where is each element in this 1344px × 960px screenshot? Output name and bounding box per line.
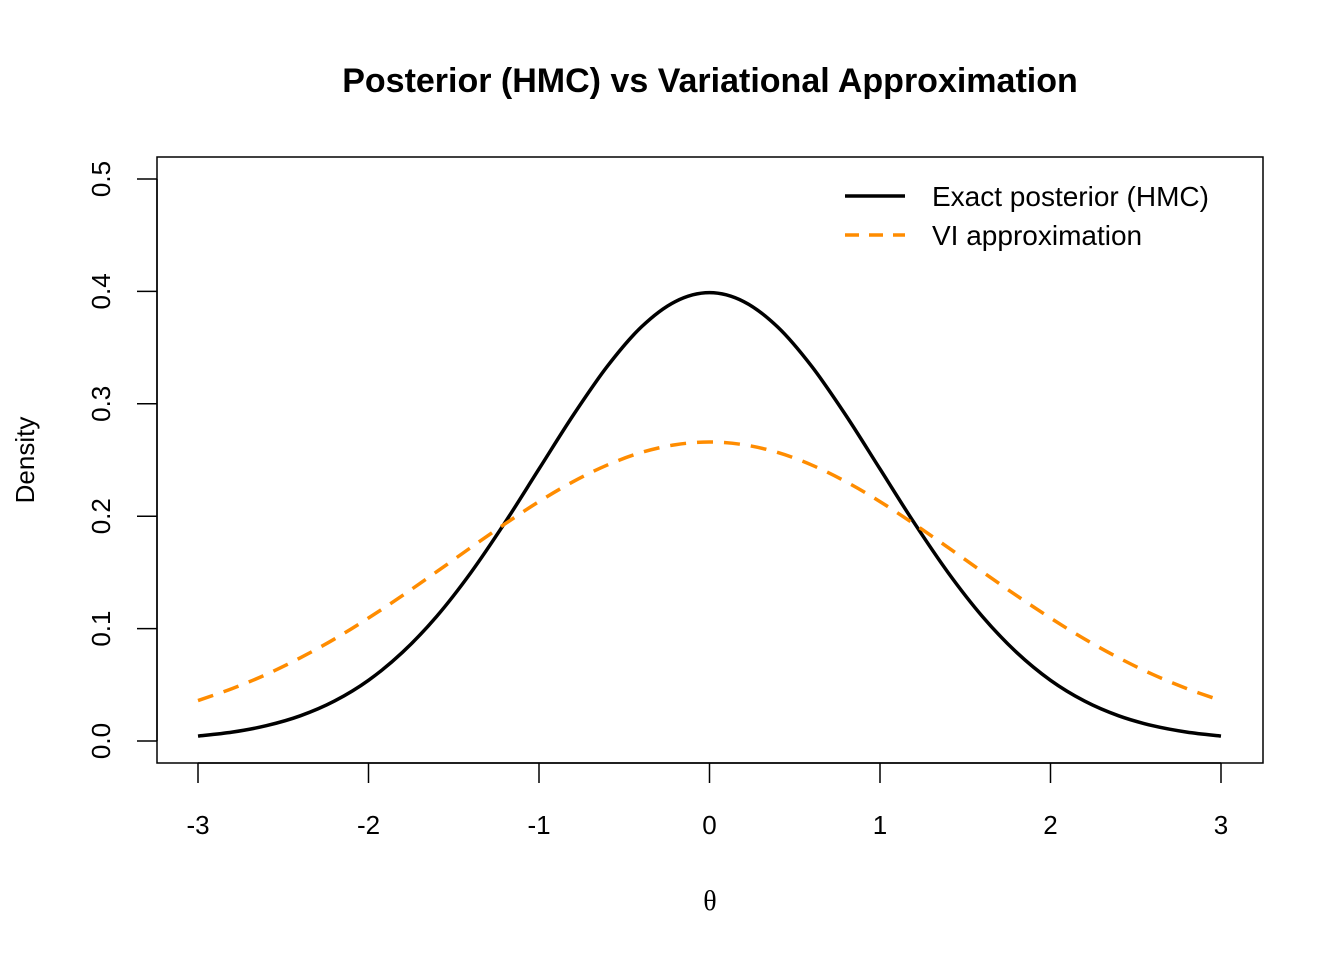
x-tick-label: -3 [186,810,209,840]
x-axis-label: θ [703,886,716,917]
y-tick-label: 0.5 [86,161,116,197]
y-axis-label: Density [10,417,40,504]
series-line-hmc [197,290,1222,738]
y-tick-label: 0.1 [86,611,116,647]
y-tick-label: 0.4 [86,273,116,309]
x-tick-label: 1 [873,810,887,840]
y-axis: 0.0 0.1 0.2 0.3 0.4 0.5 [86,161,158,759]
legend-label-hmc: Exact posterior (HMC) [932,181,1209,212]
y-tick-label: 0.2 [86,498,116,534]
x-tick-label: 3 [1214,810,1228,840]
y-tick-label: 0.0 [86,723,116,759]
chart-title: Posterior (HMC) vs Variational Approxima… [342,62,1078,100]
x-tick-label: -2 [357,810,380,840]
x-axis: -3 -2 -1 0 1 2 3 [186,762,1228,840]
series-line-vi [197,440,1222,703]
x-tick-label: 0 [702,810,716,840]
y-tick-label: 0.3 [86,386,116,422]
legend-label-vi: VI approximation [932,220,1142,251]
x-tick-label: -1 [527,810,550,840]
series-lines [197,290,1222,738]
x-tick-label: 2 [1043,810,1057,840]
legend: Exact posterior (HMC) VI approximation [845,181,1209,251]
